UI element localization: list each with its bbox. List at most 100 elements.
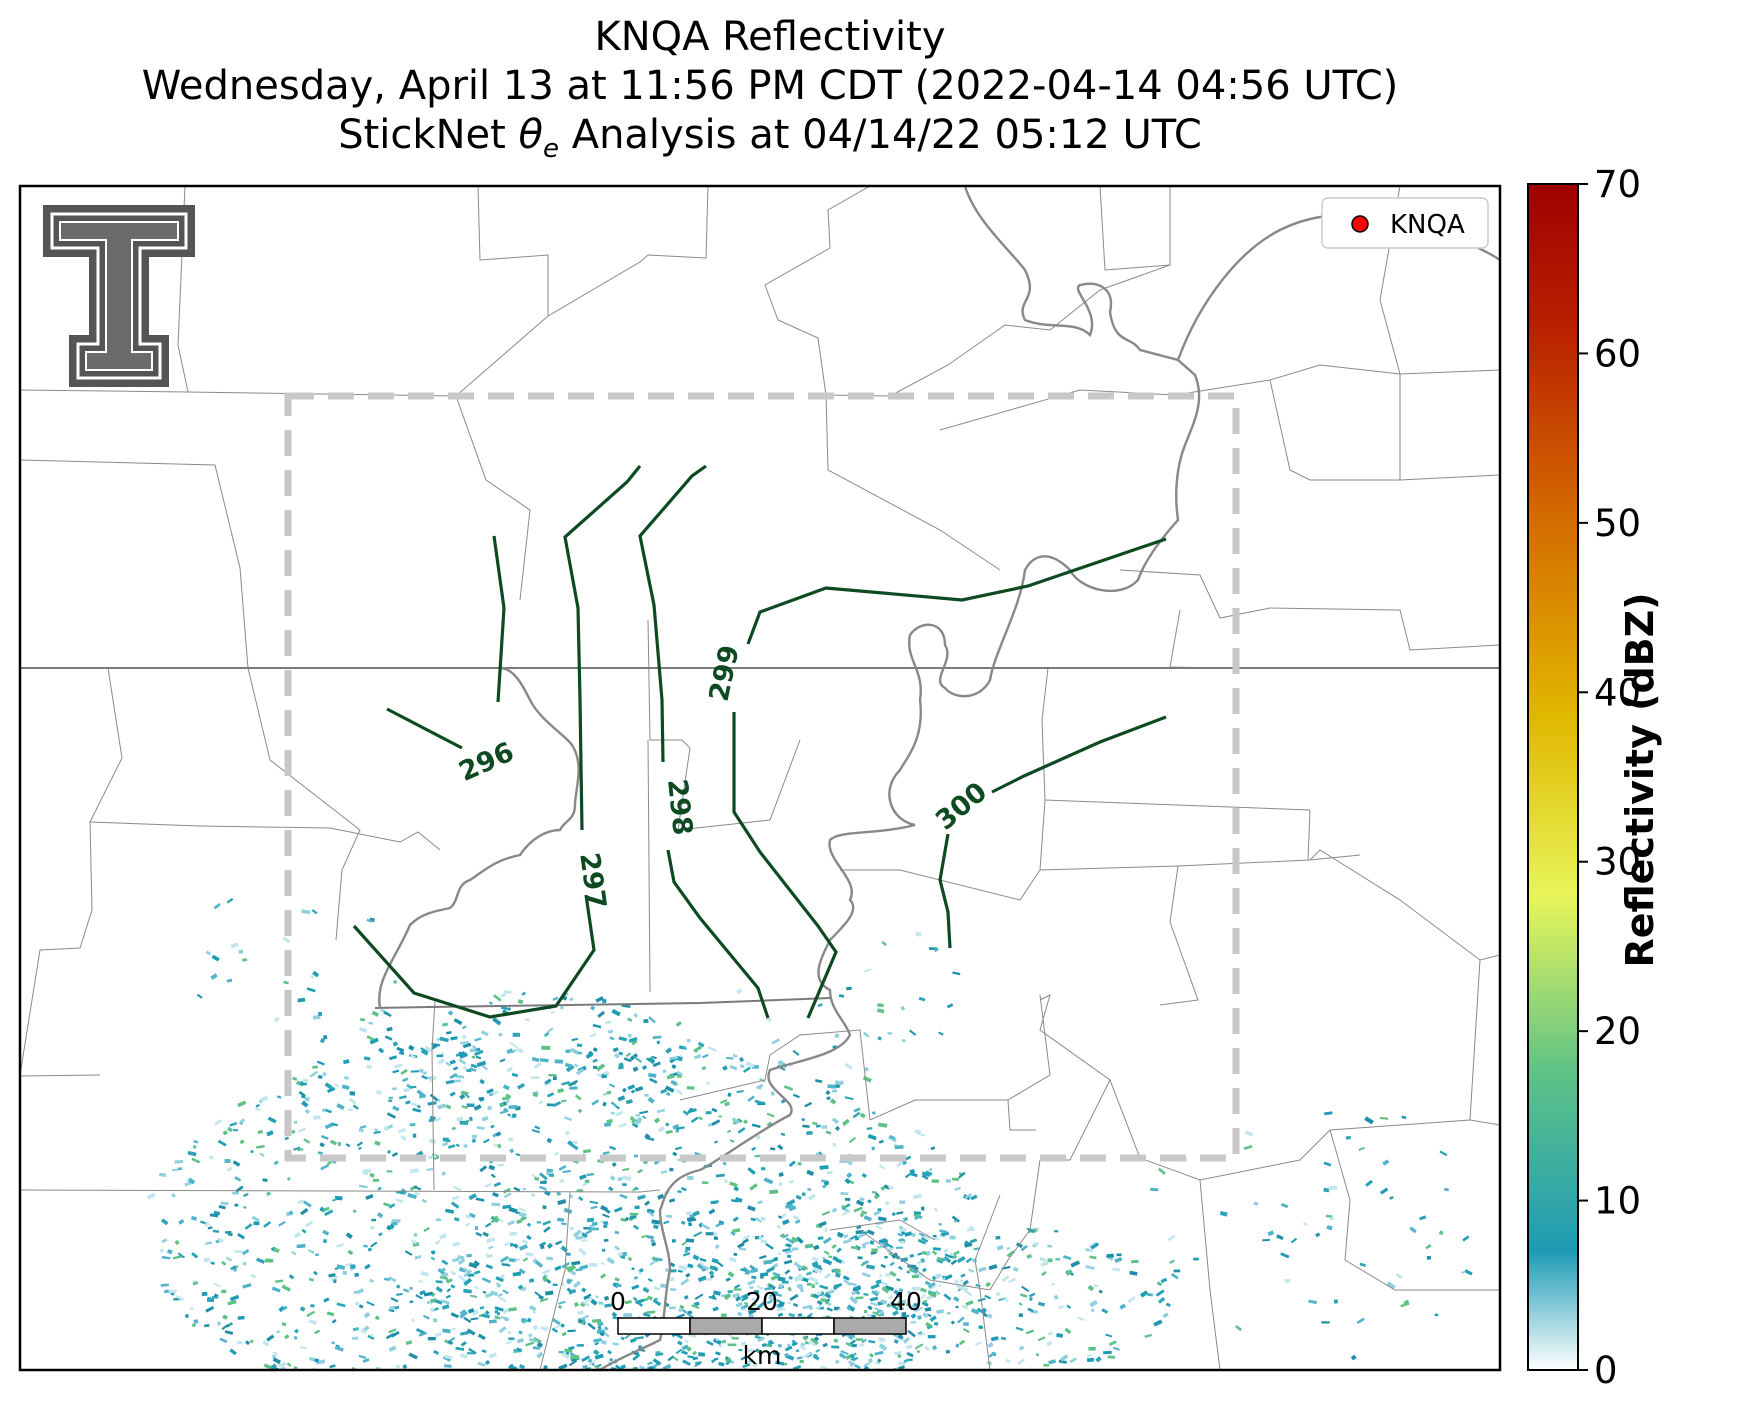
reflectivity-pixel — [312, 970, 320, 978]
reflectivity-pixel — [615, 1105, 620, 1110]
reflectivity-pixel — [481, 1115, 489, 1122]
reflectivity-pixel — [518, 1212, 527, 1218]
reflectivity-pixel — [618, 1390, 626, 1394]
reflectivity-pixel — [564, 1130, 571, 1136]
reflectivity-pixel — [725, 1356, 729, 1360]
reflectivity-pixel — [672, 1388, 681, 1393]
reflectivity-pixel — [558, 1165, 567, 1171]
reflectivity-pixel — [450, 1270, 457, 1276]
reflectivity-pixel — [331, 1341, 335, 1345]
reflectivity-pixel — [561, 1080, 571, 1086]
reflectivity-pixel — [441, 1267, 446, 1272]
reflectivity-pixel — [646, 1310, 656, 1314]
reflectivity-pixel — [217, 1139, 227, 1147]
reflectivity-pixel — [324, 1122, 335, 1130]
reflectivity-pixel — [777, 1276, 786, 1282]
reflectivity-pixel — [363, 1244, 368, 1248]
reflectivity-pixel — [354, 1272, 360, 1278]
colorbar-tick-label: 30 — [1594, 841, 1641, 884]
reflectivity-pixel — [604, 1303, 614, 1308]
reflectivity-pixel — [452, 1195, 460, 1201]
reflectivity-pixel — [776, 1307, 786, 1312]
reflectivity-pixel — [598, 1321, 604, 1327]
reflectivity-pixel — [533, 1062, 542, 1070]
reflectivity-pixel — [660, 1170, 668, 1174]
reflectivity-pixel — [496, 1311, 501, 1316]
reflectivity-pixel — [1090, 1308, 1095, 1313]
reflectivity-pixel — [1302, 1222, 1308, 1226]
reflectivity-pixel — [676, 1400, 683, 1406]
reflectivity-pixel — [673, 1356, 679, 1362]
reflectivity-pixel — [1400, 1302, 1410, 1308]
reflectivity-pixel — [568, 1345, 575, 1351]
reflectivity-pixel — [787, 1286, 792, 1292]
reflectivity-pixel — [188, 1177, 196, 1185]
reflectivity-pixel — [777, 1343, 782, 1348]
reflectivity-pixel — [370, 1334, 374, 1337]
reflectivity-pixel — [758, 1235, 763, 1241]
reflectivity-pixel — [740, 1388, 747, 1393]
reflectivity-pixel — [946, 1311, 951, 1315]
contour-298 — [638, 464, 770, 1019]
reflectivity-pixel — [618, 1398, 627, 1403]
reflectivity-pixel — [502, 1096, 510, 1101]
reflectivity-pixel — [706, 1340, 714, 1346]
scale-bar: 0 20 40 km — [610, 1287, 922, 1370]
reflectivity-pixel — [205, 950, 212, 956]
reflectivity-pixel — [968, 1225, 974, 1231]
reflectivity-pixel — [619, 1193, 628, 1199]
reflectivity-pixel — [578, 1402, 582, 1405]
reflectivity-pixel — [550, 1010, 556, 1015]
reflectivity-pixel — [962, 1279, 969, 1286]
reflectivity-pixel — [668, 1198, 676, 1203]
reflectivity-pixel — [333, 1279, 337, 1283]
reflectivity-pixel — [644, 1093, 649, 1097]
reflectivity-pixel — [534, 1291, 541, 1298]
reflectivity-pixel — [587, 1322, 596, 1330]
reflectivity-pixel — [324, 1209, 334, 1217]
reflectivity-pixel — [479, 1165, 488, 1173]
reflectivity-pixel — [502, 1308, 509, 1315]
reflectivity-pixel — [761, 1343, 767, 1348]
reflectivity-pixel — [648, 1077, 658, 1084]
reflectivity-pixel — [843, 1279, 852, 1287]
reflectivity-pixel — [232, 1191, 239, 1195]
reflectivity-pixel — [578, 1196, 584, 1202]
reflectivity-pixel — [914, 1129, 922, 1134]
reflectivity-pixel — [672, 1151, 678, 1157]
reflectivity-pixel — [823, 1272, 832, 1280]
reflectivity-pixel — [459, 1093, 466, 1100]
reflectivity-pixel — [662, 1069, 667, 1074]
reflectivity-pixel — [1325, 1214, 1333, 1218]
reflectivity-pixel — [904, 1172, 912, 1179]
reflectivity-pixel — [607, 1186, 614, 1192]
reflectivity-pixel — [871, 1146, 875, 1151]
reflectivity-pixel — [868, 1340, 876, 1344]
reflectivity-pixel — [171, 1168, 179, 1172]
reflectivity-pixel — [359, 1125, 367, 1129]
reflectivity-pixel — [161, 1255, 171, 1260]
reflectivity-pixel — [874, 1307, 880, 1312]
reflectivity-pixel — [221, 1260, 227, 1266]
reflectivity-pixel — [603, 1332, 610, 1338]
reflectivity-pixel — [867, 1134, 877, 1141]
reflectivity-pixel — [1379, 1116, 1389, 1120]
reflectivity-pixel — [768, 1296, 778, 1303]
reflectivity-pixel — [634, 1154, 638, 1158]
reflectivity-pixel — [543, 1031, 550, 1038]
reflectivity-pixel — [784, 1345, 793, 1352]
reflectivity-pixel — [436, 1054, 444, 1058]
reflectivity-pixel — [1087, 1357, 1095, 1362]
reflectivity-pixel — [767, 1380, 775, 1386]
reflectivity-pixel — [1129, 1270, 1138, 1276]
reflectivity-pixel — [484, 1292, 494, 1299]
reflectivity-pixel — [1382, 1159, 1390, 1166]
reflectivity-pixel — [796, 1356, 803, 1360]
reflectivity-pixel — [927, 1334, 936, 1339]
reflectivity-pixel — [423, 1314, 430, 1320]
scale-tick-0: 0 — [610, 1287, 626, 1316]
reflectivity-pixel — [969, 1238, 978, 1244]
reflectivity-pixel — [427, 1101, 437, 1106]
reflectivity-pixel — [336, 1103, 345, 1111]
reflectivity-pixel — [928, 1167, 933, 1172]
